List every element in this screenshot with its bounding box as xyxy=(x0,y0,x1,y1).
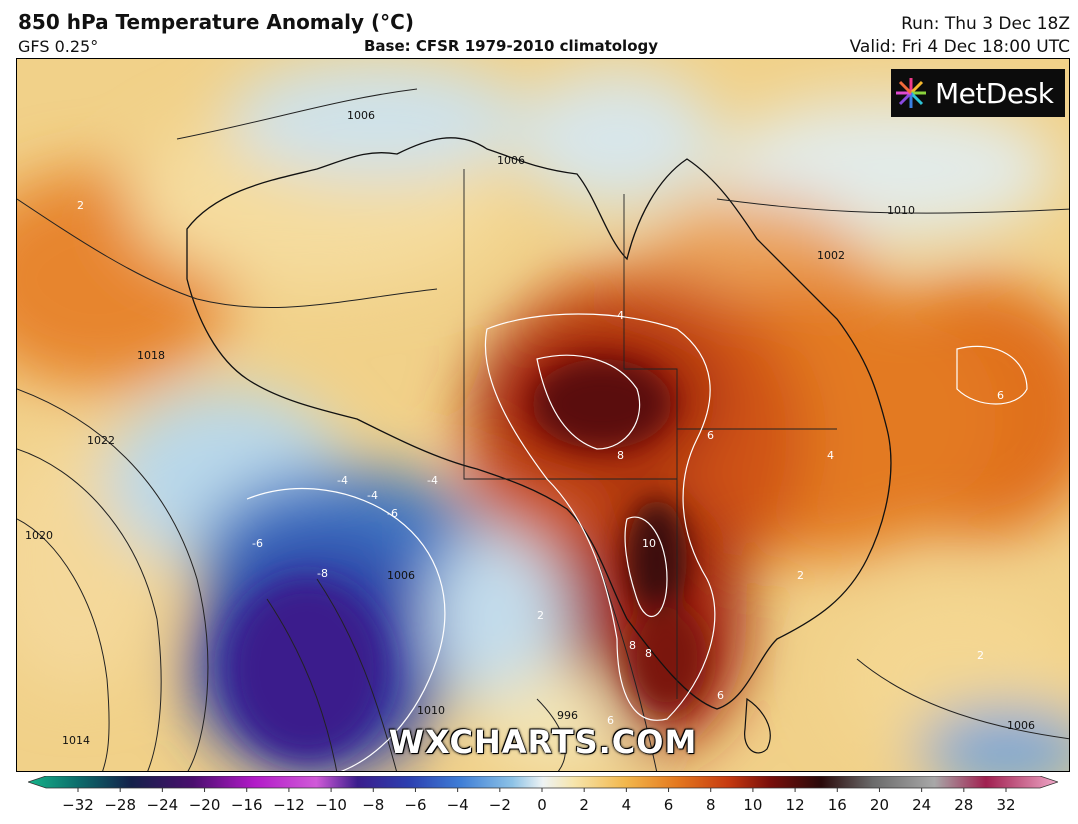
chart-title: 850 hPa Temperature Anomaly (°C) xyxy=(18,10,414,34)
anomaly-contour-label: -6 xyxy=(252,537,263,550)
anomaly-contour-label: 2 xyxy=(77,199,84,212)
isobar-label: 1006 xyxy=(1007,719,1035,732)
isobar-label: 1010 xyxy=(417,704,445,717)
legend-tick-label: 8 xyxy=(706,796,716,814)
isobar-label: 1006 xyxy=(497,154,525,167)
logo-text: MetDesk xyxy=(935,76,1054,110)
anomaly-contour-label: 2 xyxy=(537,609,544,622)
legend-tick-label: 20 xyxy=(870,796,889,814)
anomaly-contour-label: 2 xyxy=(797,569,804,582)
legend-tick-label: 16 xyxy=(828,796,847,814)
anomaly-contour-label: 8 xyxy=(645,647,652,660)
anomaly-contour-label: 8 xyxy=(629,639,636,652)
legend-tick-label: −4 xyxy=(447,796,469,814)
anomaly-contours xyxy=(246,313,1028,771)
isobar-label: 996 xyxy=(557,709,578,722)
isobar-label: 1018 xyxy=(137,349,165,362)
legend-tick-label: 12 xyxy=(786,796,805,814)
anomaly-contour-label: 10 xyxy=(642,537,656,550)
isobar-label: 1006 xyxy=(387,569,415,582)
legend-tick-label: −28 xyxy=(104,796,136,814)
legend-tick-label: −16 xyxy=(231,796,263,814)
anomaly-contour-label: 6 xyxy=(717,689,724,702)
isobar-label: 1020 xyxy=(25,529,53,542)
anomaly-contour-label: 2 xyxy=(977,649,984,662)
anomaly-map: 1006 1006 1010 1018 1022 1020 1014 1006 1006 1002… xyxy=(16,58,1070,772)
anomaly-contour-label: 8 xyxy=(617,449,624,462)
legend-tick-label: 2 xyxy=(579,796,589,814)
watermark: WXCHARTS.COM xyxy=(388,723,698,761)
anomaly-contour-label: -8 xyxy=(317,567,328,580)
anomaly-contour-label: -4 xyxy=(337,474,348,487)
anomaly-core xyxy=(227,359,707,759)
legend-tick-label: 0 xyxy=(537,796,547,814)
climatology-base: Base: CFSR 1979-2010 climatology xyxy=(364,37,659,55)
legend-tick-label: 10 xyxy=(743,796,762,814)
anomaly-contour-label: 6 xyxy=(607,714,614,727)
legend-tick-label: 4 xyxy=(622,796,632,814)
isobar-label: 1010 xyxy=(887,204,915,217)
coastline xyxy=(186,137,892,710)
legend-tick-label: 24 xyxy=(912,796,931,814)
model-label: GFS 0.25° xyxy=(18,37,99,56)
isobar-label: 1002 xyxy=(817,249,845,262)
legend-tick-label: −12 xyxy=(273,796,305,814)
isobar-label: 1022 xyxy=(87,434,115,447)
legend-ticks: −32 −28 −24 −20 −16 −12 −10 −8 −6 −4 −2 0 2 4 6 8 10 12 16… xyxy=(62,788,1016,814)
legend-tick-label: −20 xyxy=(189,796,221,814)
metdesk-logo: MetDesk xyxy=(891,69,1065,117)
anomaly-contour-label: 4 xyxy=(617,309,624,322)
anomaly-contour-label: -4 xyxy=(427,474,438,487)
run-time: Run: Thu 3 Dec 18Z xyxy=(901,14,1070,34)
anomaly-contour-label: 6 xyxy=(997,389,1004,402)
tasmania-coast xyxy=(744,697,771,754)
legend-tick-label: −24 xyxy=(147,796,179,814)
legend-colorbar: −32 −28 −24 −20 −16 −12 −10 −8 −6 −4 −2 0 2 4 6 8 10 12 16… xyxy=(28,776,1058,814)
map-canvas: 1006100610101018102210201014100610061002… xyxy=(17,59,1069,771)
isobar-label: 1006 xyxy=(347,109,375,122)
anomaly-contour-label: 6 xyxy=(707,429,714,442)
legend-tick-label: −10 xyxy=(315,796,347,814)
isobars xyxy=(17,88,1069,771)
valid-time: Valid: Fri 4 Dec 18:00 UTC xyxy=(849,37,1070,57)
legend-tick-label: −8 xyxy=(362,796,384,814)
legend-tick-label: 6 xyxy=(664,796,674,814)
legend-tick-label: −2 xyxy=(489,796,511,814)
state-borders xyxy=(463,169,837,699)
legend-tick-label: 32 xyxy=(996,796,1015,814)
legend-tick-label: 28 xyxy=(954,796,973,814)
legend-tick-label: −6 xyxy=(404,796,426,814)
isobar-label: 1014 xyxy=(62,734,90,747)
legend-tick-label: −32 xyxy=(62,796,94,814)
flower-logo-icon xyxy=(896,78,926,108)
anomaly-contour-label: -4 xyxy=(367,489,378,502)
anomaly-contour-label: 4 xyxy=(827,449,834,462)
anomaly-contour-label: -6 xyxy=(387,507,398,520)
